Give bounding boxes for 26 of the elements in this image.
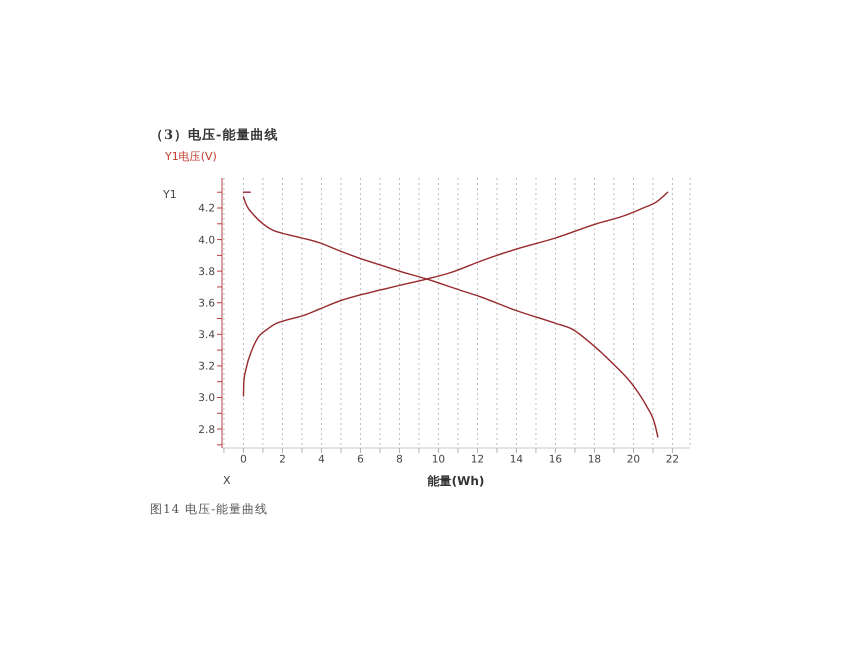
x-tick-label: 12 [470,453,484,466]
y-axis-title: Y1电压(V) [165,150,217,164]
y-tick-label: 3.2 [198,360,215,373]
x-tick-label: 14 [510,453,524,466]
x-tick-label: 10 [432,453,446,466]
text: Y1 [163,188,177,202]
text: X [223,474,231,488]
x-tick-label: 16 [548,453,562,466]
y-tick-label: 3.0 [198,392,215,404]
y-tick-label: 3.8 [198,266,215,278]
y-tick-label: 4.2 [198,202,215,215]
y-tick-label: 2.8 [198,424,215,436]
chart-title: （3）电压-能量曲线 [150,128,278,144]
x-tick-label: 0 [240,453,247,466]
x-tick-label: 6 [357,453,364,466]
y-tick-label: 3.4 [198,329,216,342]
y-tick-label: 4.0 [198,234,215,246]
caption: 图14 电压-能量曲线 [150,502,268,516]
x-axis-title: 能量(Wh) [428,474,484,488]
x-tick-label: 2 [279,453,286,466]
x-tick-label: 20 [626,453,640,466]
x-tick-label: 4 [318,453,326,466]
y-tick-label: 3.6 [198,297,216,310]
x-tick-label: 8 [396,453,403,466]
x-tick-label: 18 [588,453,602,466]
x-tick-label: 22 [666,453,680,466]
